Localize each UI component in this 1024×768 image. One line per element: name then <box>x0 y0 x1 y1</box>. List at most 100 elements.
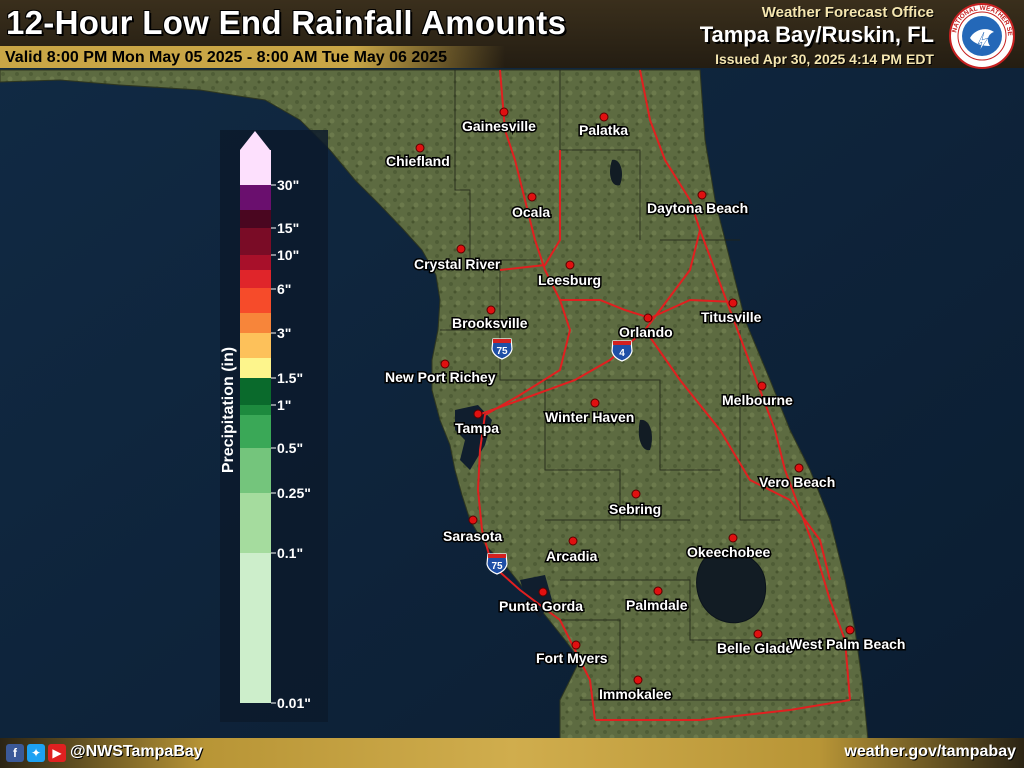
city-label: Punta Gorda <box>499 598 583 614</box>
legend-swatch <box>240 255 271 270</box>
legend-swatch <box>240 378 271 405</box>
legend-swatch <box>240 313 271 333</box>
legend-color-bar <box>240 150 271 703</box>
legend-swatch <box>240 358 271 378</box>
footer-bar <box>0 738 1024 768</box>
city-dot <box>794 463 804 473</box>
shield-number: 75 <box>496 346 508 357</box>
legend-background <box>220 130 328 722</box>
legend-tick-label: 1" <box>277 397 291 413</box>
interstate-shields: 75 4 75 <box>486 338 633 575</box>
legend-swatch <box>240 210 271 228</box>
youtube-icon[interactable]: ▶ <box>48 744 66 762</box>
city-markers: Gainesville Palatka Chiefland Ocala Daytona … <box>384 107 907 704</box>
city-dot <box>538 587 548 597</box>
legend-swatch <box>240 288 271 313</box>
city-label: Brooksville <box>452 315 528 331</box>
legend-tick-label: 6" <box>277 281 291 297</box>
legend-swatch <box>240 228 271 255</box>
legend-tick-label: 15" <box>277 220 299 236</box>
city-dot <box>456 244 466 254</box>
city-label: Arcadia <box>546 548 598 564</box>
legend-swatch <box>240 333 271 358</box>
city-dot <box>473 409 483 419</box>
social-handle[interactable]: @NWSTampaBay <box>70 743 203 760</box>
city-label: Fort Myers <box>536 650 608 666</box>
city-dot <box>728 533 738 543</box>
city-dot <box>653 586 663 596</box>
legend-tick-label: 30" <box>277 177 299 193</box>
city-label: Chiefland <box>386 153 450 169</box>
city-label: Crystal River <box>414 256 501 272</box>
city-label: Palatka <box>579 122 628 138</box>
city-dot <box>440 359 450 369</box>
legend-swatch <box>240 448 271 493</box>
issued-time: Issued Apr 30, 2025 4:14 PM EDT <box>715 51 934 67</box>
city-label: Vero Beach <box>759 474 835 490</box>
florida-land <box>0 69 869 741</box>
twitter-icon[interactable]: ✦ <box>27 744 45 762</box>
city-dot <box>590 398 600 408</box>
interstate-shield: 4 <box>611 340 633 362</box>
legend-swatch <box>240 185 271 210</box>
city-label: West Palm Beach <box>789 636 905 652</box>
office-label: Weather Forecast Office <box>761 4 934 21</box>
lake-kissimmee <box>638 419 652 451</box>
social-icons: f ✦ ▶ <box>6 744 66 762</box>
city-label: Sebring <box>609 501 661 517</box>
city-dot <box>486 305 496 315</box>
city-dot <box>568 536 578 546</box>
map-title: 12-Hour Low End Rainfall Amounts <box>6 4 567 41</box>
legend-tick-label: 3" <box>277 325 291 341</box>
legend-tick-label: 0.01" <box>277 695 311 711</box>
city-label: Okeechobee <box>687 544 770 560</box>
city-label: Belle Glade <box>717 640 793 656</box>
city-dot <box>633 675 643 685</box>
tampa-bay <box>455 405 492 470</box>
legend-tick-label: 1.5" <box>277 370 303 386</box>
shield-number: 75 <box>491 561 503 572</box>
city-dot <box>728 298 738 308</box>
city-label: New Port Richey <box>385 369 496 385</box>
highways <box>476 69 851 721</box>
legend-title: Precipitation (in) <box>220 347 237 473</box>
legend-swatch <box>240 493 271 553</box>
city-label: Titusville <box>701 309 762 325</box>
city-dot <box>468 515 478 525</box>
city-label: Melbourne <box>722 392 793 408</box>
city-dot <box>845 625 855 635</box>
city-dot <box>499 107 509 117</box>
city-dot <box>571 640 581 650</box>
city-label: Immokalee <box>599 686 672 702</box>
shield-number: 4 <box>619 348 625 359</box>
legend-swatch <box>240 415 271 448</box>
city-dot <box>697 190 707 200</box>
city-label: Sarasota <box>443 528 502 544</box>
city-dot <box>643 313 653 323</box>
city-label: Winter Haven <box>545 409 634 425</box>
office-name: Tampa Bay/Ruskin, FL <box>699 22 934 47</box>
legend-tick-label: 10" <box>277 247 299 263</box>
lake-george <box>609 159 623 186</box>
interstate-shield: 75 <box>491 338 513 360</box>
city-label: Gainesville <box>462 118 536 134</box>
legend-swatch <box>240 150 271 185</box>
city-label: Ocala <box>512 204 550 220</box>
legend: 30" 15" 10" 6" 3" 1.5" 1" 0.5" 0.25" 0.1" 0.01" Pr… <box>220 130 328 722</box>
county-borders <box>440 70 860 701</box>
nws-logo: NATIONAL WEATHER SERVICE <box>948 2 1015 69</box>
legend-swatch <box>240 270 271 288</box>
city-dot <box>631 489 641 499</box>
valid-time: Valid 8:00 PM Mon May 05 2025 - 8:00 AM … <box>5 49 447 66</box>
city-label: Tampa <box>455 420 499 436</box>
legend-tick-label: 0.1" <box>277 545 303 561</box>
city-label: Palmdale <box>626 597 688 613</box>
city-dot <box>415 143 425 153</box>
website-link[interactable]: weather.gov/tampabay <box>844 743 1016 760</box>
facebook-icon[interactable]: f <box>6 744 24 762</box>
legend-tick-label: 0.25" <box>277 485 311 501</box>
legend-ticks: 30" 15" 10" 6" 3" 1.5" 1" 0.5" 0.25" 0.1" 0.01" <box>271 177 311 711</box>
city-dot <box>757 381 767 391</box>
legend-swatch <box>240 553 271 703</box>
